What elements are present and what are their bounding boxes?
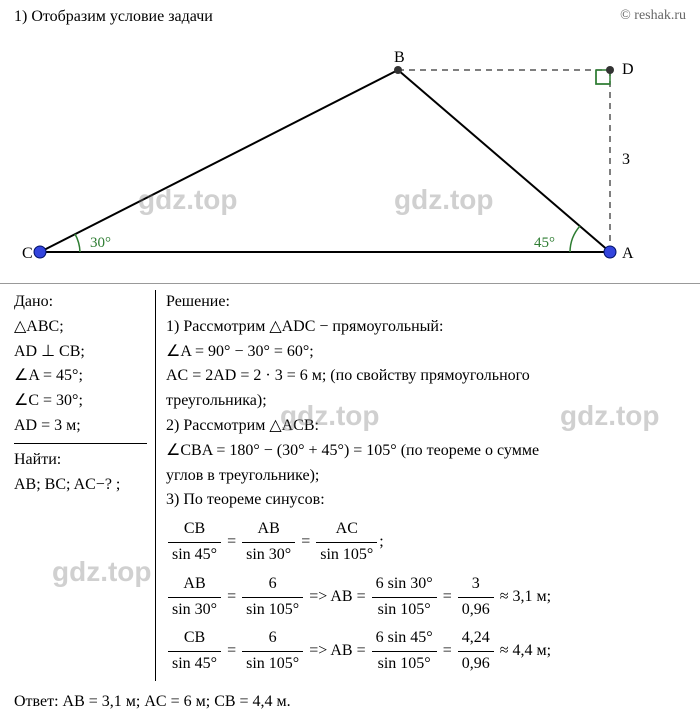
given-line: AD = 3 м;: [14, 414, 147, 439]
vertex-a: [604, 246, 616, 258]
problem-header: 1) Отобразим условие задачи: [0, 0, 700, 34]
given-line: ∠C = 30°;: [14, 389, 147, 414]
numerator: CB: [168, 626, 221, 652]
content-row: Дано: △ABC; AD ⊥ CB; ∠A = 45°; ∠C = 30°;…: [0, 283, 700, 681]
equation-cb: CB sin 45° = 6 sin 105° => AB = 6 sin 45…: [166, 626, 686, 677]
solution-column: Решение: 1) Рассмотрим △ADC − прямоуголь…: [156, 290, 686, 681]
fraction: 6 sin 45° sin 105°: [372, 626, 437, 677]
answer-line: Ответ: AB = 3,1 м; AC = 6 м; CB = 4,4 м.: [0, 681, 700, 723]
fraction: CB sin 45°: [168, 626, 221, 677]
numerator: 6: [242, 572, 303, 598]
label-a: A: [622, 245, 634, 262]
line-cb: [40, 70, 398, 252]
fraction: 6 sin 105°: [242, 626, 303, 677]
point-b: [394, 66, 402, 74]
angle-a-label: 45°: [534, 235, 555, 251]
angle-c-arc: [75, 234, 80, 252]
numerator: AC: [316, 517, 377, 543]
given-line: AD ⊥ CB;: [14, 340, 147, 365]
given-title: Дано:: [14, 290, 147, 315]
fraction: AB sin 30°: [168, 572, 221, 623]
line-ab: [398, 70, 610, 252]
fraction: CB sin 45°: [168, 517, 221, 568]
denominator: sin 105°: [372, 598, 437, 623]
copyright-label: © reshak.ru: [620, 8, 686, 24]
equation-sines: CB sin 45° = AB sin 30° = AC sin 105° ;: [166, 517, 686, 568]
vertex-c: [34, 246, 46, 258]
approx-result: ≈ 3,1 м;: [500, 588, 551, 605]
fraction: 6 sin 30° sin 105°: [372, 572, 437, 623]
label-d: D: [622, 61, 634, 78]
denominator: sin 45°: [168, 543, 221, 568]
approx-result: ≈ 4,4 м;: [500, 642, 551, 659]
fraction: AB sin 30°: [242, 517, 295, 568]
numerator: 6 sin 30°: [372, 572, 437, 598]
denominator: 0,96: [458, 652, 494, 677]
numerator: 6: [242, 626, 303, 652]
label-b: B: [394, 49, 405, 66]
fraction: 6 sin 105°: [242, 572, 303, 623]
numerator: AB: [168, 572, 221, 598]
denominator: sin 45°: [168, 652, 221, 677]
point-d: [606, 66, 614, 74]
side-ad-label: 3: [622, 151, 630, 168]
solution-line: 3) По теореме синусов:: [166, 488, 686, 513]
solution-line: треугольника);: [166, 389, 686, 414]
label-c: C: [22, 245, 33, 262]
angle-c-label: 30°: [90, 235, 111, 251]
angle-a-arc: [570, 226, 580, 252]
find-line: AB; BC; AC−? ;: [14, 473, 147, 498]
equation-ab: AB sin 30° = 6 sin 105° => AB = 6 sin 30…: [166, 572, 686, 623]
solution-line: 2) Рассмотрим △ACB:: [166, 414, 686, 439]
solution-title: Решение:: [166, 290, 686, 315]
given-line: △ABC;: [14, 315, 147, 340]
diagram-container: 30° 45° 3 B D A C: [0, 34, 700, 279]
numerator: 4,24: [458, 626, 494, 652]
numerator: CB: [168, 517, 221, 543]
arrow-text: => AB =: [309, 642, 365, 659]
numerator: AB: [242, 517, 295, 543]
solution-line: 1) Рассмотрим △ADC − прямоугольный:: [166, 315, 686, 340]
solution-line: ∠CBA = 180° − (30° + 45°) = 105° (по тео…: [166, 439, 686, 464]
solution-line: ∠A = 90° − 30° = 60°;: [166, 340, 686, 365]
denominator: sin 105°: [372, 652, 437, 677]
divider: [14, 443, 147, 444]
denominator: 0,96: [458, 598, 494, 623]
solution-line: углов в треугольнике);: [166, 464, 686, 489]
fraction: 4,24 0,96: [458, 626, 494, 677]
numerator: 6 sin 45°: [372, 626, 437, 652]
solution-line: AC = 2AD = 2 · 3 = 6 м; (по свойству пря…: [166, 364, 686, 389]
geometry-diagram: 30° 45° 3 B D A C: [14, 34, 686, 274]
numerator: 3: [458, 572, 494, 598]
denominator: sin 105°: [242, 652, 303, 677]
denominator: sin 30°: [168, 598, 221, 623]
find-title: Найти:: [14, 448, 147, 473]
fraction: 3 0,96: [458, 572, 494, 623]
given-line: ∠A = 45°;: [14, 364, 147, 389]
denominator: sin 30°: [242, 543, 295, 568]
given-column: Дано: △ABC; AD ⊥ CB; ∠A = 45°; ∠C = 30°;…: [14, 290, 156, 681]
fraction: AC sin 105°: [316, 517, 377, 568]
denominator: sin 105°: [242, 598, 303, 623]
arrow-text: => AB =: [309, 588, 365, 605]
denominator: sin 105°: [316, 543, 377, 568]
